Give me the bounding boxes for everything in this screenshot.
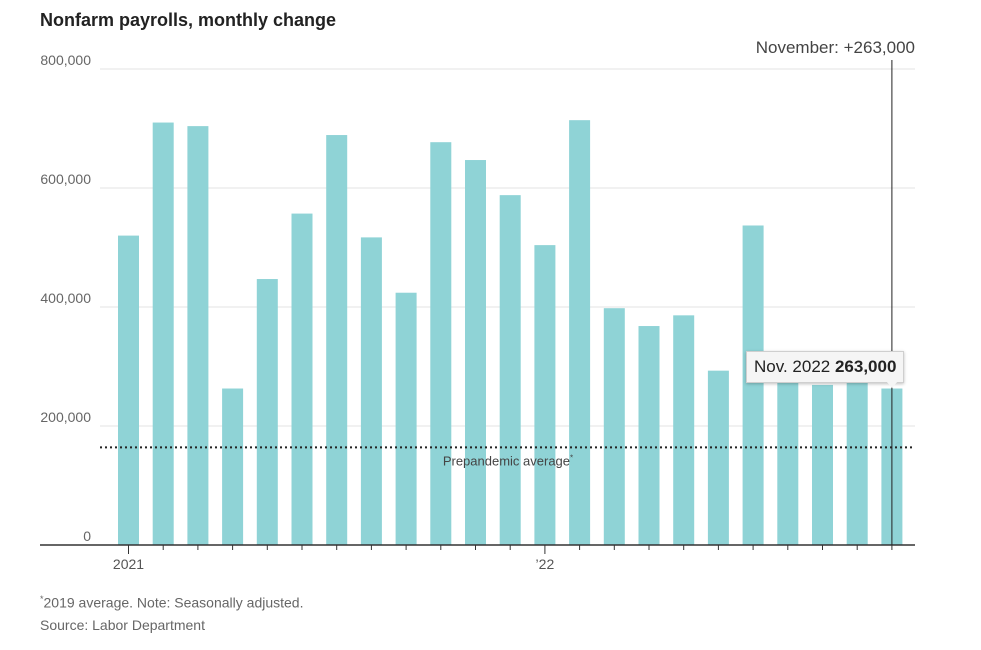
- bar: [603, 308, 625, 545]
- bar: [360, 237, 382, 545]
- bar: [291, 213, 313, 545]
- bar: [812, 384, 833, 545]
- bar: [430, 142, 452, 545]
- y-tick-label: 400,000: [40, 290, 91, 306]
- bar: [534, 245, 556, 545]
- bar: [222, 388, 244, 545]
- bar: [118, 235, 139, 545]
- bar: [742, 225, 764, 546]
- footnote-marker: *: [40, 594, 44, 604]
- tooltip-label: Nov. 2022: [754, 357, 831, 376]
- bar: [707, 370, 729, 545]
- bar: [569, 120, 591, 546]
- bar-chart: 0 200,000 400,000 600,000 800,000 Prepandemi…: [40, 52, 915, 572]
- hover-tooltip: Nov. 2022 263,000: [746, 351, 905, 383]
- bar: [326, 135, 348, 546]
- reference-marker: *: [570, 453, 573, 462]
- y-tick-label: 0: [83, 528, 91, 544]
- bar: [777, 357, 799, 545]
- tooltip-pointer: [886, 381, 898, 388]
- bar: [499, 195, 521, 545]
- footnote-text: 2019 average. Note: Seasonally adjusted.: [43, 594, 304, 611]
- bar: [673, 315, 695, 545]
- x-tick-label: ’22: [536, 556, 555, 572]
- bar: [846, 376, 868, 545]
- y-tick-label: 200,000: [40, 409, 91, 425]
- bar: [395, 292, 417, 545]
- bar: [638, 326, 660, 545]
- prepandemic-average-label: Prepandemic average*: [443, 453, 573, 468]
- latest-value-callout: November: +263,000: [755, 38, 915, 57]
- chart-title: Nonfarm payrolls, monthly change: [40, 10, 337, 30]
- bar: [187, 126, 209, 546]
- source-note: Source: Labor Department: [40, 617, 205, 633]
- y-tick-label: 800,000: [40, 52, 91, 68]
- y-tick-label: 600,000: [40, 171, 91, 187]
- footnote: *2019 average. Note: Seasonally adjusted…: [40, 594, 303, 611]
- bar: [152, 122, 174, 546]
- bar: [465, 160, 486, 545]
- x-tick-label: 2021: [113, 556, 144, 572]
- bar: [256, 279, 278, 545]
- tooltip-value: 263,000: [834, 357, 897, 376]
